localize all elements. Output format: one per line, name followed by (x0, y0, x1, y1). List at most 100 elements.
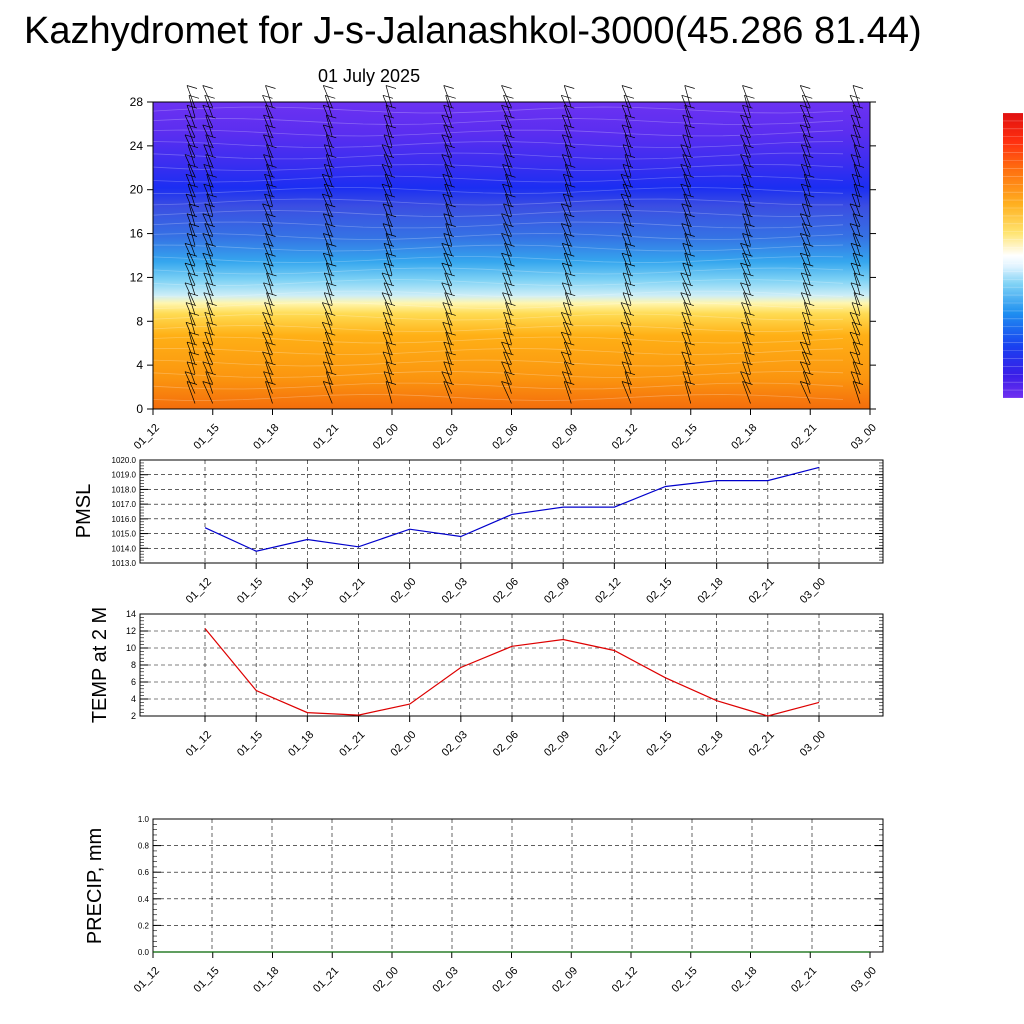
wind-barb-flag (620, 193, 632, 198)
wind-barb-staff (743, 164, 751, 187)
wind-barb-flag (206, 302, 217, 306)
wind-barb-staff (206, 322, 214, 345)
wind-barb-flag (623, 95, 635, 99)
wind-barb-staff (205, 134, 214, 157)
wind-barb-staff (682, 262, 692, 286)
wind-barb-flag (501, 85, 512, 89)
wind-barb-flag (803, 282, 814, 287)
wind-barb-staff (441, 114, 453, 138)
wind-barb-staff (443, 85, 453, 108)
temp-x-tick-label: 03_00 (798, 729, 828, 759)
wind-barb-staff (323, 292, 333, 315)
wind-barb-flag (441, 154, 452, 158)
wind-barb-flag (621, 233, 633, 237)
wind-barb-flag (504, 282, 515, 287)
wind-barb-flag (621, 85, 633, 89)
wind-barb-staff (623, 312, 632, 335)
wind-barb-staff (799, 85, 811, 108)
wind-barb-staff (501, 213, 512, 236)
wind-barb-flag (204, 95, 215, 99)
wind-barb-staff (849, 351, 861, 375)
wind-barb-staff (560, 203, 572, 227)
wind-barb-staff (504, 262, 512, 286)
wind-barb-flag (323, 381, 334, 385)
wind-barb-staff (849, 223, 861, 246)
wind-barb-staff (187, 164, 196, 187)
precip-x-tick-label: 02_15 (670, 965, 700, 995)
wind-barb-staff (623, 223, 632, 246)
wind-barb-staff (187, 184, 196, 207)
wind-barb-staff (383, 134, 393, 157)
wind-barb-staff (263, 282, 273, 305)
wind-barb-staff (441, 154, 453, 177)
wind-barb-flag (442, 321, 453, 326)
wind-barb-staff (186, 85, 196, 108)
wind-barb-flag (853, 144, 865, 149)
contour-line (152, 348, 844, 355)
wind-barb-staff (622, 144, 632, 167)
contour-line (152, 359, 843, 367)
wind-barb-staff (322, 253, 333, 276)
wind-barb-staff (383, 114, 393, 138)
wind-barb-staff (743, 184, 751, 207)
wind-barb-staff (563, 361, 572, 384)
wind-barb-staff (802, 282, 811, 305)
wind-barb-staff (203, 184, 214, 207)
wind-barb-staff (852, 253, 861, 276)
wind-barb-staff (562, 193, 572, 217)
chart-subtitle: 01 July 2025 (318, 66, 421, 86)
pmsl-x-tick-label: 03_00 (798, 576, 828, 606)
wind-barb-staff (445, 312, 453, 335)
pmsl-series-line (204, 466, 820, 552)
wind-barb-flag (851, 321, 863, 326)
wind-barb-staff (501, 253, 512, 276)
wind-barb-staff (683, 174, 692, 197)
wind-barb-flag (740, 243, 751, 247)
wind-barb-flag (445, 203, 456, 208)
wind-barb-staff (441, 371, 453, 394)
wind-barb-staff (503, 203, 512, 227)
wind-barb-flag (206, 173, 217, 178)
wind-barb-staff (262, 312, 273, 335)
wind-barb-staff (202, 253, 214, 276)
wind-barb-flag (804, 193, 815, 198)
wind-barb-staff (684, 105, 692, 128)
wind-barb-flag (849, 203, 861, 208)
wind-barb-flag (800, 361, 811, 366)
wind-barb-staff (322, 85, 333, 108)
wind-barb-staff (502, 144, 512, 167)
pmsl-x-tick-label: 02_15 (644, 576, 674, 606)
wind-barb-staff (381, 144, 393, 167)
wind-barb-staff (743, 272, 751, 296)
wind-barb-staff (563, 341, 572, 365)
wind-barb-staff (322, 233, 333, 256)
wind-barb-staff (205, 243, 214, 266)
wind-barb-staff (501, 233, 512, 256)
wind-barb-flag (385, 213, 397, 218)
wind-barb-staff (202, 381, 214, 404)
wind-barb-staff (202, 361, 214, 384)
x-tick-label: 01_18 (251, 422, 281, 452)
wind-barb-staff (384, 174, 393, 197)
temp-x-tick-label: 02_12 (593, 729, 623, 759)
wind-barb-staff (683, 193, 692, 217)
wind-barb-staff (740, 114, 751, 138)
temp-x-tick-label: 02_00 (388, 729, 418, 759)
wind-barb-flag (382, 351, 394, 356)
wind-barb-staff (205, 371, 214, 394)
wind-barb-flag (323, 213, 334, 218)
wind-barb-staff (740, 243, 751, 266)
wind-barb-staff (441, 243, 453, 266)
wind-barb-flag (184, 114, 196, 119)
wind-barb-staff (742, 85, 751, 108)
pmsl-y-tick-label: 1013.0 (112, 559, 137, 568)
contour-line (152, 129, 844, 137)
temp-x-tick-label: 01_21 (337, 729, 367, 759)
x-tick-label: 02_12 (610, 422, 640, 452)
temp-x-tick-label: 02_06 (491, 729, 521, 759)
wind-barb-flag (744, 331, 755, 336)
y-tick-label: 20 (130, 183, 144, 197)
wind-barb-flag (850, 154, 862, 158)
wind-barb-staff (385, 361, 393, 384)
wind-barb-staff (188, 351, 196, 375)
